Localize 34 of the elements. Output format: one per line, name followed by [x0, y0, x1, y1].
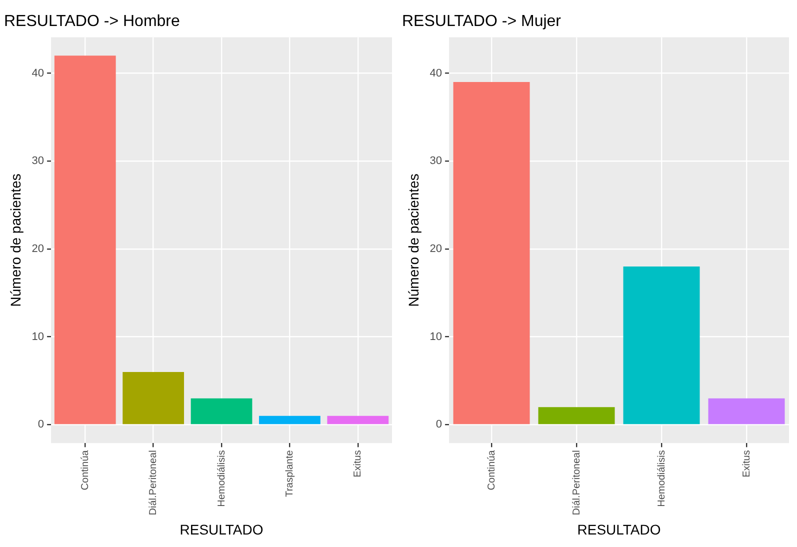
bar — [327, 416, 389, 424]
x-tick-label: Diál.Peritoneal — [571, 450, 582, 516]
x-tick-label: Continúa — [486, 450, 498, 490]
y-tick-label: 40 — [32, 67, 44, 80]
x-tick-label: Continúa — [80, 450, 91, 490]
x-tick-label: Exitus — [741, 450, 752, 478]
y-tick-label: 10 — [430, 330, 442, 343]
bar — [190, 398, 252, 424]
x-tick-label: Exitus — [352, 450, 364, 478]
x-axis-title: RESULTADO — [577, 521, 661, 538]
x-tick-label: Trasplante — [284, 450, 296, 498]
y-tick-label: 40 — [430, 67, 442, 80]
x-tick-label: Hemodiálisis — [216, 450, 228, 507]
bar — [259, 416, 320, 424]
x-tick-label: Hemodiálisis — [656, 450, 668, 507]
y-tick-label: 20 — [32, 243, 44, 255]
y-tick-label: 30 — [430, 155, 442, 168]
y-tick-label: 20 — [430, 243, 442, 255]
x-axis-title: RESULTADO — [180, 521, 264, 538]
chart-title: RESULTADO -> Mujer — [402, 13, 562, 30]
y-tick-label: 10 — [32, 330, 44, 343]
y-axis-title: Número de pacientes — [405, 174, 422, 307]
bar — [453, 82, 530, 424]
y-tick-label: 30 — [32, 155, 44, 168]
y-tick-label: 0 — [38, 418, 44, 431]
x-tick-label: Diál.Peritoneal — [148, 450, 160, 516]
bar — [623, 266, 700, 424]
chart-title: RESULTADO -> Hombre — [4, 13, 180, 30]
bar — [538, 407, 615, 424]
y-tick-label: 0 — [436, 418, 442, 431]
y-axis-title: Número de pacientes — [7, 174, 24, 307]
bar — [122, 372, 184, 424]
bar — [54, 56, 116, 424]
bar — [708, 398, 785, 424]
